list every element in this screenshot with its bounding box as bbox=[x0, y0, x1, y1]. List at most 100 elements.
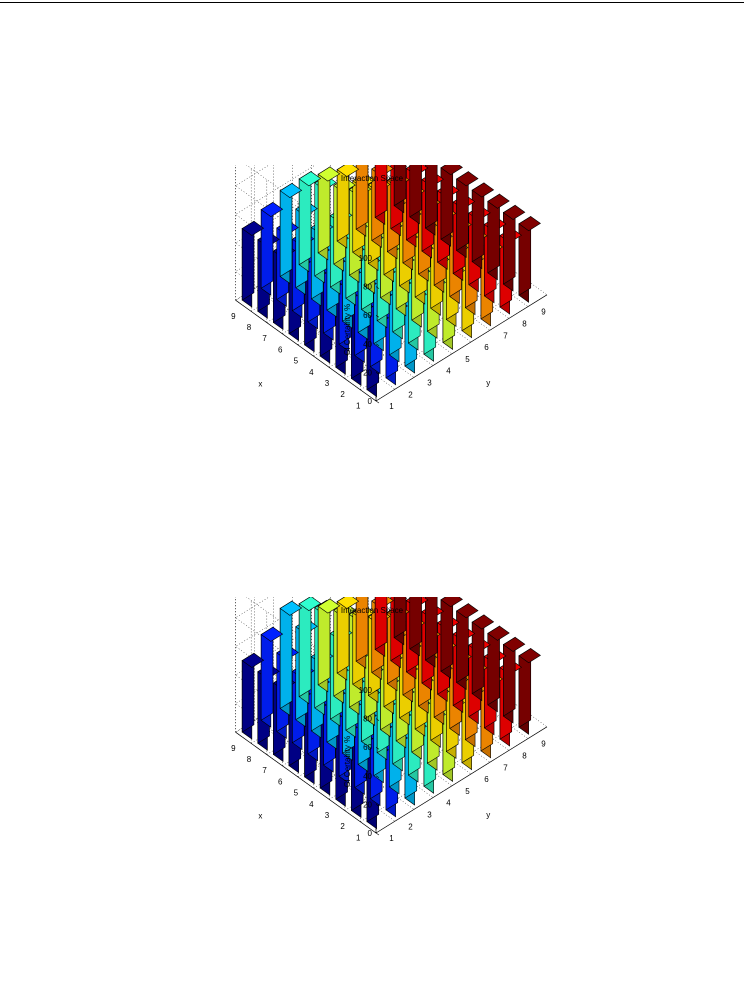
x-tick-label: 9 bbox=[231, 312, 236, 321]
y-tick-label: 7 bbox=[503, 763, 508, 772]
bar-top-face bbox=[487, 193, 510, 209]
bar-x9-y3 bbox=[279, 182, 303, 285]
z-tick-label: 100 bbox=[359, 686, 373, 695]
bar-top-face bbox=[440, 165, 463, 176]
bar-top-face bbox=[298, 171, 322, 187]
bar-x9-y8 bbox=[374, 597, 388, 658]
bar-top-face bbox=[440, 597, 463, 608]
x-tick-label: 8 bbox=[247, 323, 252, 332]
x-axis-label: x bbox=[258, 811, 262, 820]
bar-top-face bbox=[502, 636, 526, 652]
bar3d-chart-1: 0 20 40 60 80 100 1 2 3 4 5 6 7 8 9 1 2 3 4 5 6 7 8 9 Interactio… bbox=[231, 165, 548, 411]
bar-front-face bbox=[409, 165, 422, 218]
bar-x2-y9 bbox=[502, 636, 526, 724]
bar-x9-y9 bbox=[393, 597, 407, 646]
z-tick-mark bbox=[375, 832, 380, 836]
bar-x6-y9 bbox=[440, 165, 463, 247]
bar-x9-y1 bbox=[241, 220, 265, 308]
x-tick-label: 1 bbox=[356, 401, 361, 410]
x-tick-label: 3 bbox=[325, 811, 330, 820]
y-tick-label: 8 bbox=[522, 320, 527, 329]
x-tick-label: 9 bbox=[231, 744, 236, 753]
z-tick-label: 0 bbox=[368, 397, 373, 406]
z-axis-label: CI Certainty % bbox=[343, 304, 352, 356]
bar-front-face bbox=[374, 165, 388, 219]
x-tick-label: 6 bbox=[278, 345, 283, 354]
bar-front-face bbox=[409, 597, 422, 650]
y-tick-label: 1 bbox=[389, 402, 394, 411]
z-tick-mark bbox=[375, 400, 380, 404]
z-tick-label: 60 bbox=[363, 743, 372, 752]
bar-top-face bbox=[456, 603, 479, 619]
bar-x9-y8 bbox=[374, 165, 388, 226]
chart-title: Interaction Space bbox=[341, 174, 404, 183]
bar-x9-y9 bbox=[393, 165, 407, 214]
x-tick-label: 7 bbox=[262, 766, 267, 775]
x-axis-label: x bbox=[258, 379, 262, 388]
y-tick-label: 3 bbox=[427, 811, 432, 820]
z-tick-label: 20 bbox=[363, 800, 372, 809]
bar-top-face bbox=[456, 171, 479, 187]
x-tick-label: 4 bbox=[309, 368, 314, 377]
bar-x9-y2 bbox=[260, 201, 284, 296]
bar-top-face bbox=[471, 614, 495, 630]
bar-front-face bbox=[393, 165, 407, 207]
bar-top-face bbox=[518, 648, 541, 664]
z-tick-label: 40 bbox=[363, 340, 372, 349]
bar-top-face bbox=[241, 220, 265, 236]
bar-x3-y9 bbox=[487, 625, 510, 713]
z-tick-mark bbox=[375, 689, 380, 693]
tick-labels: 0 20 40 60 80 100 1 2 3 4 5 6 7 8 9 1 2 3 4 5 6 7 8 9 bbox=[231, 686, 546, 843]
x-tick-label: 5 bbox=[294, 789, 299, 798]
bar-x9-y4 bbox=[298, 171, 322, 273]
bar-x7-y9 bbox=[425, 165, 438, 236]
bar-front-face bbox=[440, 597, 454, 672]
bar-top-face bbox=[241, 652, 265, 668]
bar-x1-y9 bbox=[518, 647, 541, 735]
z-tick-mark bbox=[375, 257, 380, 261]
bar-top-face bbox=[502, 204, 526, 220]
z-tick-label: 20 bbox=[363, 368, 372, 377]
tick-labels: 0 20 40 60 80 100 1 2 3 4 5 6 7 8 9 1 2 3 4 5 6 7 8 9 bbox=[231, 254, 546, 411]
y-tick-label: 5 bbox=[465, 787, 470, 796]
z-tick-label: 40 bbox=[363, 772, 372, 781]
y-tick-label: 9 bbox=[541, 308, 546, 317]
bar-top-face bbox=[317, 166, 341, 182]
y-axis-label: y bbox=[486, 810, 490, 819]
page-top-rule bbox=[0, 2, 744, 3]
y-tick-label: 6 bbox=[484, 775, 489, 784]
bar-top-face bbox=[317, 598, 341, 614]
bar-top-face bbox=[487, 625, 510, 641]
bar-x9-y6 bbox=[336, 597, 360, 681]
x-tick-label: 2 bbox=[340, 822, 345, 831]
chart-labels: Interaction Space x y CI Certainty % bbox=[258, 606, 490, 820]
z-tick-label: 0 bbox=[368, 829, 373, 838]
y-tick-label: 5 bbox=[465, 355, 470, 364]
bar-x4-y9 bbox=[471, 182, 495, 270]
bar-x3-y9 bbox=[487, 193, 510, 281]
z-tick-mark bbox=[375, 718, 380, 721]
x-tick-label: 2 bbox=[340, 390, 345, 399]
y-tick-label: 4 bbox=[446, 799, 451, 808]
bar-x9-y2 bbox=[260, 626, 284, 728]
y-tick-label: 7 bbox=[503, 331, 508, 340]
z-tick-mark bbox=[375, 746, 380, 750]
bar-top-face bbox=[260, 201, 284, 217]
z-tick-mark bbox=[375, 775, 380, 779]
z-tick-mark bbox=[375, 343, 380, 347]
z-tick-label: 80 bbox=[363, 715, 372, 724]
bar-top-face bbox=[336, 165, 360, 177]
x-tick-label: 1 bbox=[356, 833, 361, 842]
bar-top-face bbox=[260, 626, 284, 642]
bar-top-face bbox=[298, 597, 322, 612]
bar-top-face bbox=[471, 182, 495, 198]
bar-front-face bbox=[374, 597, 388, 651]
bar-x9-y3 bbox=[279, 600, 303, 717]
bar-x2-y9 bbox=[502, 204, 526, 292]
y-tick-label: 2 bbox=[408, 390, 413, 399]
z-tick-label: 80 bbox=[363, 283, 372, 292]
bar-x9-y5 bbox=[317, 598, 341, 693]
bar-front-face bbox=[336, 597, 350, 674]
bar-top-face bbox=[518, 216, 541, 232]
bar-x1-y9 bbox=[518, 215, 541, 303]
